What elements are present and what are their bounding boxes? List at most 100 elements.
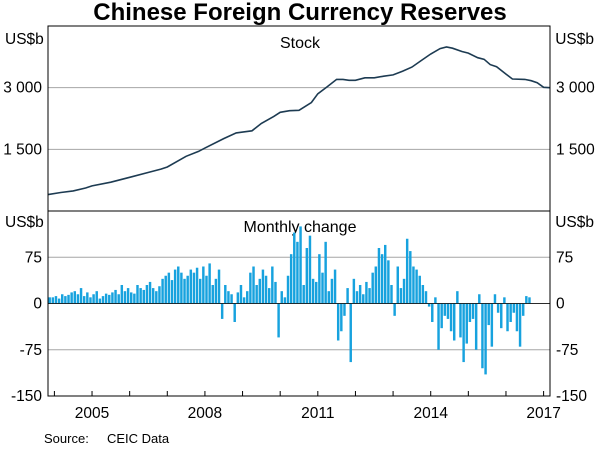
monthly-change-panel-border [47, 210, 551, 397]
monthly-change-bar [500, 303, 503, 329]
monthly-change-bar [173, 269, 177, 304]
monthly-change-bar [123, 291, 127, 304]
monthly-change-bar [61, 294, 64, 304]
monthly-change-bar [104, 293, 108, 304]
stock-panel-border [47, 25, 551, 212]
monthly-change-bar [418, 275, 421, 304]
stock-y-tick-left: 3 000 [3, 80, 42, 97]
monthly-change-bar [468, 303, 472, 322]
monthly-change-bar [308, 235, 312, 304]
monthly-change-bar [465, 303, 468, 344]
monthly-change-bar [289, 254, 293, 304]
monthly-change-y-tick-left: -150 [11, 388, 42, 405]
monthly-change-bar [177, 266, 180, 304]
monthly-change-bar [280, 291, 283, 304]
chart-frame [47, 25, 551, 397]
stock-y-tick-left: 1 500 [3, 141, 42, 158]
monthly-change-bar [70, 292, 73, 304]
monthly-change-bar [249, 272, 252, 304]
monthly-change-bar [487, 303, 490, 326]
monthly-change-bar [189, 269, 193, 304]
monthly-change-bar [484, 303, 487, 375]
monthly-change-bar [478, 294, 481, 304]
monthly-change-bar [205, 275, 208, 304]
monthly-change-bar [117, 294, 120, 304]
monthly-change-bar [82, 296, 86, 304]
monthly-change-bar [293, 232, 296, 304]
monthly-change-bar [521, 303, 525, 316]
x-axis-ticks: 2005 2008 2011 2014 2017 [53, 391, 561, 422]
stock-y-tick-right: 1 500 [556, 141, 595, 158]
monthly-change-bar [380, 254, 384, 304]
monthly-change-bar [462, 303, 465, 363]
monthly-change-bar [365, 281, 368, 304]
stock-panel: Stock US$b US$b 1 500 1 500 3 000 3 000 [3, 31, 595, 196]
monthly-change-bar [170, 280, 174, 304]
monthly-change-bar [214, 278, 218, 304]
monthly-change-bar [101, 296, 105, 304]
monthly-change-bar [333, 269, 337, 304]
monthly-change-bar [452, 303, 456, 341]
monthly-change-bar [239, 285, 243, 304]
stock-y-ticks: 1 500 1 500 3 000 3 000 [3, 80, 595, 159]
monthly-change-bar [133, 293, 136, 304]
monthly-change-bar [274, 281, 277, 304]
monthly-change-bar [202, 266, 205, 304]
monthly-change-bar [355, 291, 359, 304]
monthly-change-bar [343, 303, 346, 316]
monthly-change-bar [415, 269, 418, 304]
monthly-change-bar [496, 303, 500, 313]
monthly-change-bar [525, 296, 528, 304]
monthly-change-bar [161, 278, 164, 304]
monthly-change-bar [98, 298, 102, 304]
source-value: CEIC Data [107, 431, 170, 446]
monthly-change-bar [324, 241, 327, 304]
monthly-change-bar [459, 303, 462, 338]
monthly-change-bar [427, 303, 431, 307]
monthly-change-bar [311, 278, 315, 304]
x-tick-label: 2008 [188, 405, 222, 422]
monthly-change-bar [431, 303, 434, 322]
monthly-change-bar [493, 294, 497, 304]
monthly-change-bar [318, 254, 321, 304]
monthly-change-bar [242, 297, 246, 304]
monthly-change-bar [456, 291, 459, 304]
monthly-change-bar [158, 286, 161, 304]
monthly-change-bar [271, 266, 274, 304]
monthly-change-bar [481, 303, 484, 369]
monthly-change-bar [64, 296, 67, 304]
stock-unit-left: US$b [5, 31, 44, 48]
monthly-change-bar [233, 303, 236, 322]
monthly-change-bar [76, 294, 80, 304]
monthly-change-bar [443, 303, 447, 316]
monthly-change-bar [192, 272, 196, 304]
monthly-change-bar [236, 292, 240, 304]
monthly-change-bar [362, 294, 365, 304]
monthly-change-bar [358, 285, 362, 304]
monthly-change-unit-left: US$b [5, 214, 44, 231]
monthly-change-y-tick-left: 0 [33, 296, 42, 313]
monthly-change-bar [340, 303, 343, 332]
monthly-change-bar [155, 291, 158, 304]
monthly-change-bar [126, 288, 130, 304]
monthly-change-bar [503, 297, 506, 304]
monthly-change-bar [412, 266, 415, 304]
monthly-change-y-tick-left: -75 [20, 342, 42, 359]
monthly-change-bar [349, 303, 352, 363]
monthly-change-bar [73, 291, 77, 304]
monthly-change-bar [402, 278, 406, 304]
monthly-change-bar [384, 244, 387, 304]
monthly-change-bar [151, 288, 155, 304]
monthly-change-bar [224, 285, 227, 304]
stock-line [47, 46, 551, 196]
monthly-change-bar [136, 285, 139, 304]
stock-series [47, 46, 551, 196]
monthly-change-bar [86, 292, 89, 304]
monthly-change-bar [299, 226, 302, 304]
monthly-change-bar [528, 297, 531, 304]
monthly-change-bar [515, 303, 519, 332]
monthly-change-bar [230, 294, 233, 304]
monthly-change-bar [421, 285, 425, 304]
monthly-change-bar [164, 275, 167, 304]
